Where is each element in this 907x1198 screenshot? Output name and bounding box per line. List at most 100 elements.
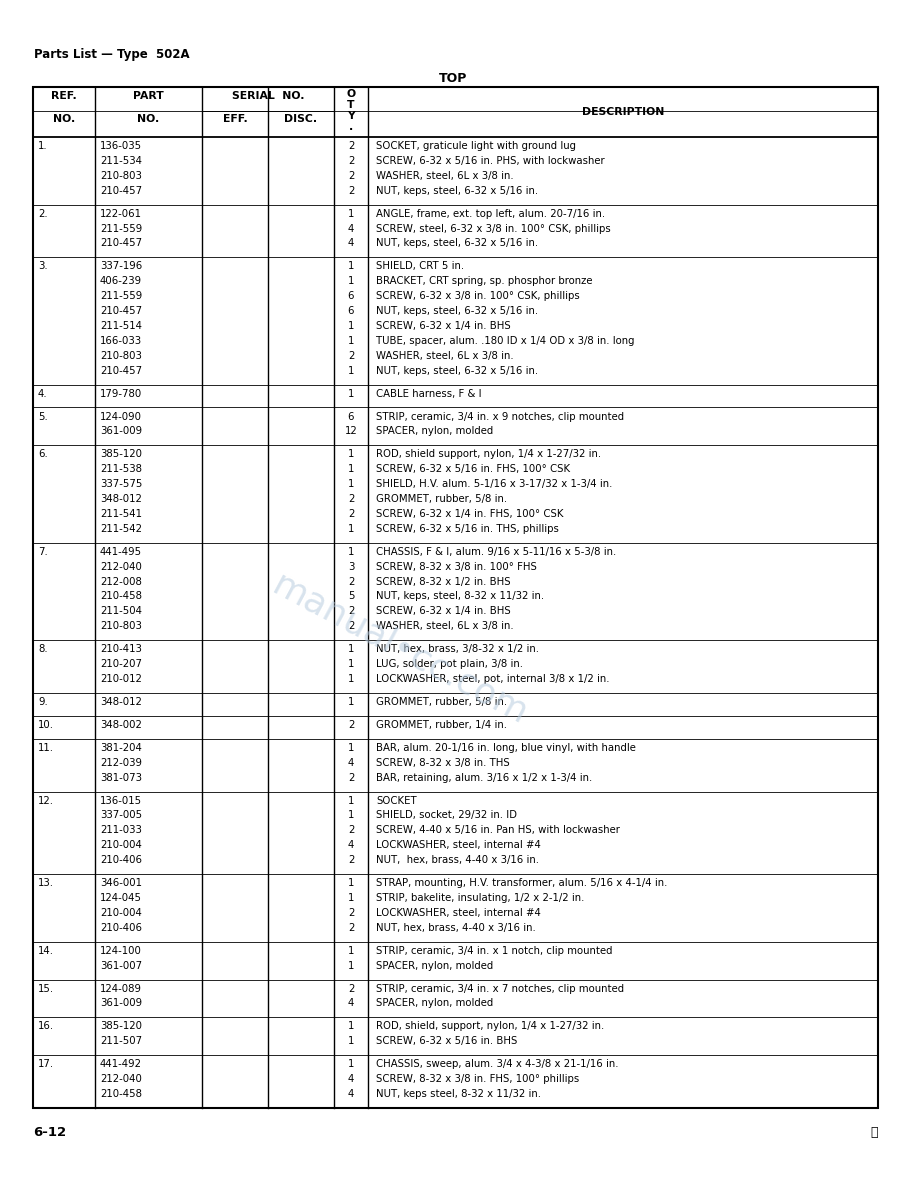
Text: NUT, keps, steel, 6-32 x 5/16 in.: NUT, keps, steel, 6-32 x 5/16 in. [376, 365, 538, 376]
Text: 2: 2 [347, 720, 355, 730]
Text: NUT, keps, steel, 6-32 x 5/16 in.: NUT, keps, steel, 6-32 x 5/16 in. [376, 238, 538, 248]
Text: SCREW, 8-32 x 3/8 in. FHS, 100° phillips: SCREW, 8-32 x 3/8 in. FHS, 100° phillips [376, 1075, 580, 1084]
Text: 210-803: 210-803 [100, 622, 141, 631]
Text: .: . [349, 122, 353, 132]
Text: 14.: 14. [38, 945, 54, 956]
Text: 1: 1 [347, 1059, 355, 1070]
Text: 136-015: 136-015 [100, 795, 142, 805]
Text: SERIAL  NO.: SERIAL NO. [232, 91, 304, 101]
Text: 2: 2 [347, 186, 355, 195]
Text: 361-009: 361-009 [100, 998, 142, 1009]
Text: 1: 1 [347, 674, 355, 684]
Text: SCREW, 6-32 x 5/16 in. PHS, with lockwasher: SCREW, 6-32 x 5/16 in. PHS, with lockwas… [376, 156, 605, 167]
Text: 1: 1 [347, 795, 355, 805]
Text: 210-458: 210-458 [100, 592, 142, 601]
Text: 1: 1 [347, 645, 355, 654]
Text: 210-406: 210-406 [100, 922, 142, 933]
Text: NUT, hex, brass, 4-40 x 3/16 in.: NUT, hex, brass, 4-40 x 3/16 in. [376, 922, 536, 933]
Text: LOCKWASHER, steel, pot, internal 3/8 x 1/2 in.: LOCKWASHER, steel, pot, internal 3/8 x 1… [376, 674, 610, 684]
Text: 210-457: 210-457 [100, 305, 142, 316]
Text: SOCKET, graticule light with ground lug: SOCKET, graticule light with ground lug [376, 141, 576, 151]
Text: 211-514: 211-514 [100, 321, 142, 331]
Text: 212-040: 212-040 [100, 1075, 141, 1084]
Text: 1: 1 [347, 1022, 355, 1031]
Text: 1: 1 [347, 697, 355, 707]
Text: BAR, alum. 20-1/16 in. long, blue vinyl, with handle: BAR, alum. 20-1/16 in. long, blue vinyl,… [376, 743, 636, 752]
Text: GROMMET, rubber, 5/8 in.: GROMMET, rubber, 5/8 in. [376, 494, 507, 504]
Text: SHIELD, H.V. alum. 5-1/16 x 3-17/32 x 1-3/4 in.: SHIELD, H.V. alum. 5-1/16 x 3-17/32 x 1-… [376, 479, 612, 489]
Text: 211-541: 211-541 [100, 509, 142, 519]
Text: 210-004: 210-004 [100, 908, 141, 918]
Text: SPACER, nylon, molded: SPACER, nylon, molded [376, 998, 493, 1009]
Text: 136-035: 136-035 [100, 141, 142, 151]
Text: 6: 6 [347, 412, 355, 422]
Text: 1: 1 [347, 743, 355, 752]
Text: 406-239: 406-239 [100, 277, 142, 286]
Text: CABLE harness, F & I: CABLE harness, F & I [376, 388, 482, 399]
Text: 4: 4 [347, 224, 355, 234]
Text: SHIELD, socket, 29/32 in. ID: SHIELD, socket, 29/32 in. ID [376, 811, 517, 821]
Text: 1: 1 [347, 479, 355, 489]
Text: NUT, hex, brass, 3/8-32 x 1/2 in.: NUT, hex, brass, 3/8-32 x 1/2 in. [376, 645, 539, 654]
Text: 2.: 2. [38, 208, 48, 219]
Text: CHASSIS, F & I, alum. 9/16 x 5-11/16 x 5-3/8 in.: CHASSIS, F & I, alum. 9/16 x 5-11/16 x 5… [376, 546, 616, 557]
Text: 210-413: 210-413 [100, 645, 141, 654]
Text: 5.: 5. [38, 412, 48, 422]
Text: SCREW, 8-32 x 3/8 in. THS: SCREW, 8-32 x 3/8 in. THS [376, 758, 510, 768]
Text: TOP: TOP [439, 72, 467, 85]
Text: 2: 2 [347, 922, 355, 933]
Text: 4.: 4. [38, 388, 48, 399]
Text: SCREW, 6-32 x 5/16 in. FHS, 100° CSK: SCREW, 6-32 x 5/16 in. FHS, 100° CSK [376, 465, 571, 474]
Text: 1: 1 [347, 465, 355, 474]
Text: 210-458: 210-458 [100, 1089, 142, 1099]
Text: SCREW, 6-32 x 3/8 in. 100° CSK, phillips: SCREW, 6-32 x 3/8 in. 100° CSK, phillips [376, 291, 580, 301]
Text: SCREW, 6-32 x 1/4 in. BHS: SCREW, 6-32 x 1/4 in. BHS [376, 606, 511, 616]
Text: GROMMET, rubber, 5/8 in.: GROMMET, rubber, 5/8 in. [376, 697, 507, 707]
Text: 210-803: 210-803 [100, 351, 141, 361]
Text: 4: 4 [347, 840, 355, 851]
Text: 124-090: 124-090 [100, 412, 142, 422]
Text: 346-001: 346-001 [100, 878, 142, 888]
Text: SHIELD, CRT 5 in.: SHIELD, CRT 5 in. [376, 261, 464, 272]
Bar [33, 87, 878, 1108]
Text: WASHER, steel, 6L x 3/8 in.: WASHER, steel, 6L x 3/8 in. [376, 171, 513, 181]
Text: 4: 4 [347, 758, 355, 768]
Text: 4: 4 [347, 998, 355, 1009]
Text: 10.: 10. [38, 720, 54, 730]
Text: 1: 1 [347, 335, 355, 346]
Text: NUT, keps, steel, 8-32 x 11/32 in.: NUT, keps, steel, 8-32 x 11/32 in. [376, 592, 544, 601]
Text: STRIP, ceramic, 3/4 in. x 7 notches, clip mounted: STRIP, ceramic, 3/4 in. x 7 notches, cli… [376, 984, 624, 993]
Text: 3: 3 [347, 562, 355, 571]
Text: 2: 2 [347, 494, 355, 504]
Text: 211-559: 211-559 [100, 291, 142, 301]
Text: 2: 2 [347, 171, 355, 181]
Text: 381-204: 381-204 [100, 743, 141, 752]
Text: 210-803: 210-803 [100, 171, 141, 181]
Text: 385-120: 385-120 [100, 449, 142, 459]
Text: T: T [347, 99, 355, 110]
Text: 2: 2 [347, 509, 355, 519]
Text: NO.: NO. [137, 114, 160, 125]
Text: 361-009: 361-009 [100, 426, 142, 436]
Text: 1: 1 [347, 878, 355, 888]
Text: 4: 4 [347, 1075, 355, 1084]
Text: 3.: 3. [38, 261, 48, 272]
Text: 6: 6 [347, 305, 355, 316]
Text: 12.: 12. [38, 795, 54, 805]
Text: 2: 2 [347, 773, 355, 782]
Text: 211-542: 211-542 [100, 524, 142, 534]
Text: 12: 12 [345, 426, 357, 436]
Text: SCREW, 8-32 x 1/2 in. BHS: SCREW, 8-32 x 1/2 in. BHS [376, 576, 511, 587]
Text: 211-534: 211-534 [100, 156, 142, 167]
Text: 1: 1 [347, 388, 355, 399]
Text: 1: 1 [347, 365, 355, 376]
Text: 385-120: 385-120 [100, 1022, 142, 1031]
Text: 337-575: 337-575 [100, 479, 142, 489]
Text: 211-033: 211-033 [100, 825, 141, 835]
Text: 211-504: 211-504 [100, 606, 142, 616]
Text: NO.: NO. [53, 114, 75, 125]
Text: NUT,  hex, brass, 4-40 x 3/16 in.: NUT, hex, brass, 4-40 x 3/16 in. [376, 855, 539, 865]
Text: PART: PART [133, 91, 164, 101]
Text: 8.: 8. [38, 645, 48, 654]
Text: 1: 1 [347, 945, 355, 956]
